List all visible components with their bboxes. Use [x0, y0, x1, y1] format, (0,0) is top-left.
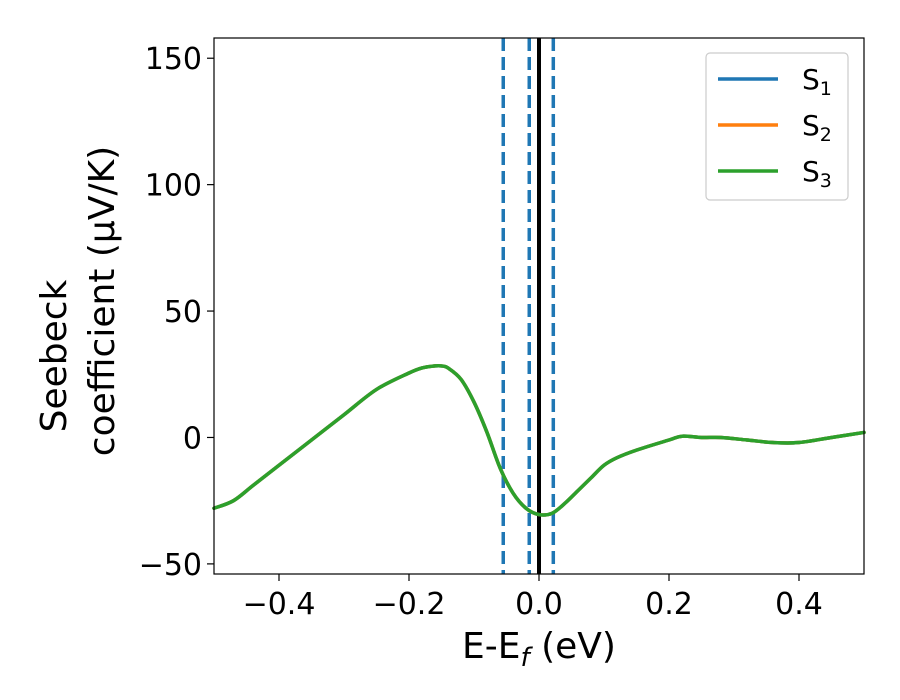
x-tick-label: −0.2 — [373, 587, 446, 622]
y-tick-label: 50 — [164, 295, 202, 330]
x-axis-label-unit: (eV) — [530, 626, 616, 667]
x-axis-ticks: −0.4 −0.2 0.0 0.2 0.4 — [243, 574, 823, 622]
vertical-reference-lines — [501, 38, 556, 574]
y-axis-label-line2: coefficient (μV/K) — [82, 146, 123, 456]
series-lines — [212, 363, 866, 517]
y-axis-ticks: −50 0 50 100 150 — [139, 42, 214, 583]
x-axis-label-main: E-E — [462, 626, 520, 667]
y-tick-label: −50 — [139, 548, 202, 583]
x-axis-label: E-Ef (eV) — [462, 626, 616, 673]
x-tick-label: −0.4 — [243, 587, 316, 622]
series-line-3 — [212, 363, 866, 517]
legend-label-1: S1 — [802, 63, 832, 100]
x-tick-label: 0.0 — [515, 587, 563, 622]
y-tick-label: 100 — [145, 169, 202, 204]
legend: S1 S2 S3 — [705, 52, 849, 201]
legend-label-2: S2 — [802, 109, 832, 146]
y-axis-label: Seebeck coefficient (μV/K) — [34, 146, 123, 456]
x-tick-label: 0.4 — [775, 587, 823, 622]
y-tick-label: 0 — [183, 421, 202, 456]
y-tick-label: 150 — [145, 42, 202, 77]
legend-label-3: S3 — [802, 155, 832, 192]
y-axis-label-line1: Seebeck — [34, 279, 75, 432]
x-tick-label: 0.2 — [645, 587, 693, 622]
